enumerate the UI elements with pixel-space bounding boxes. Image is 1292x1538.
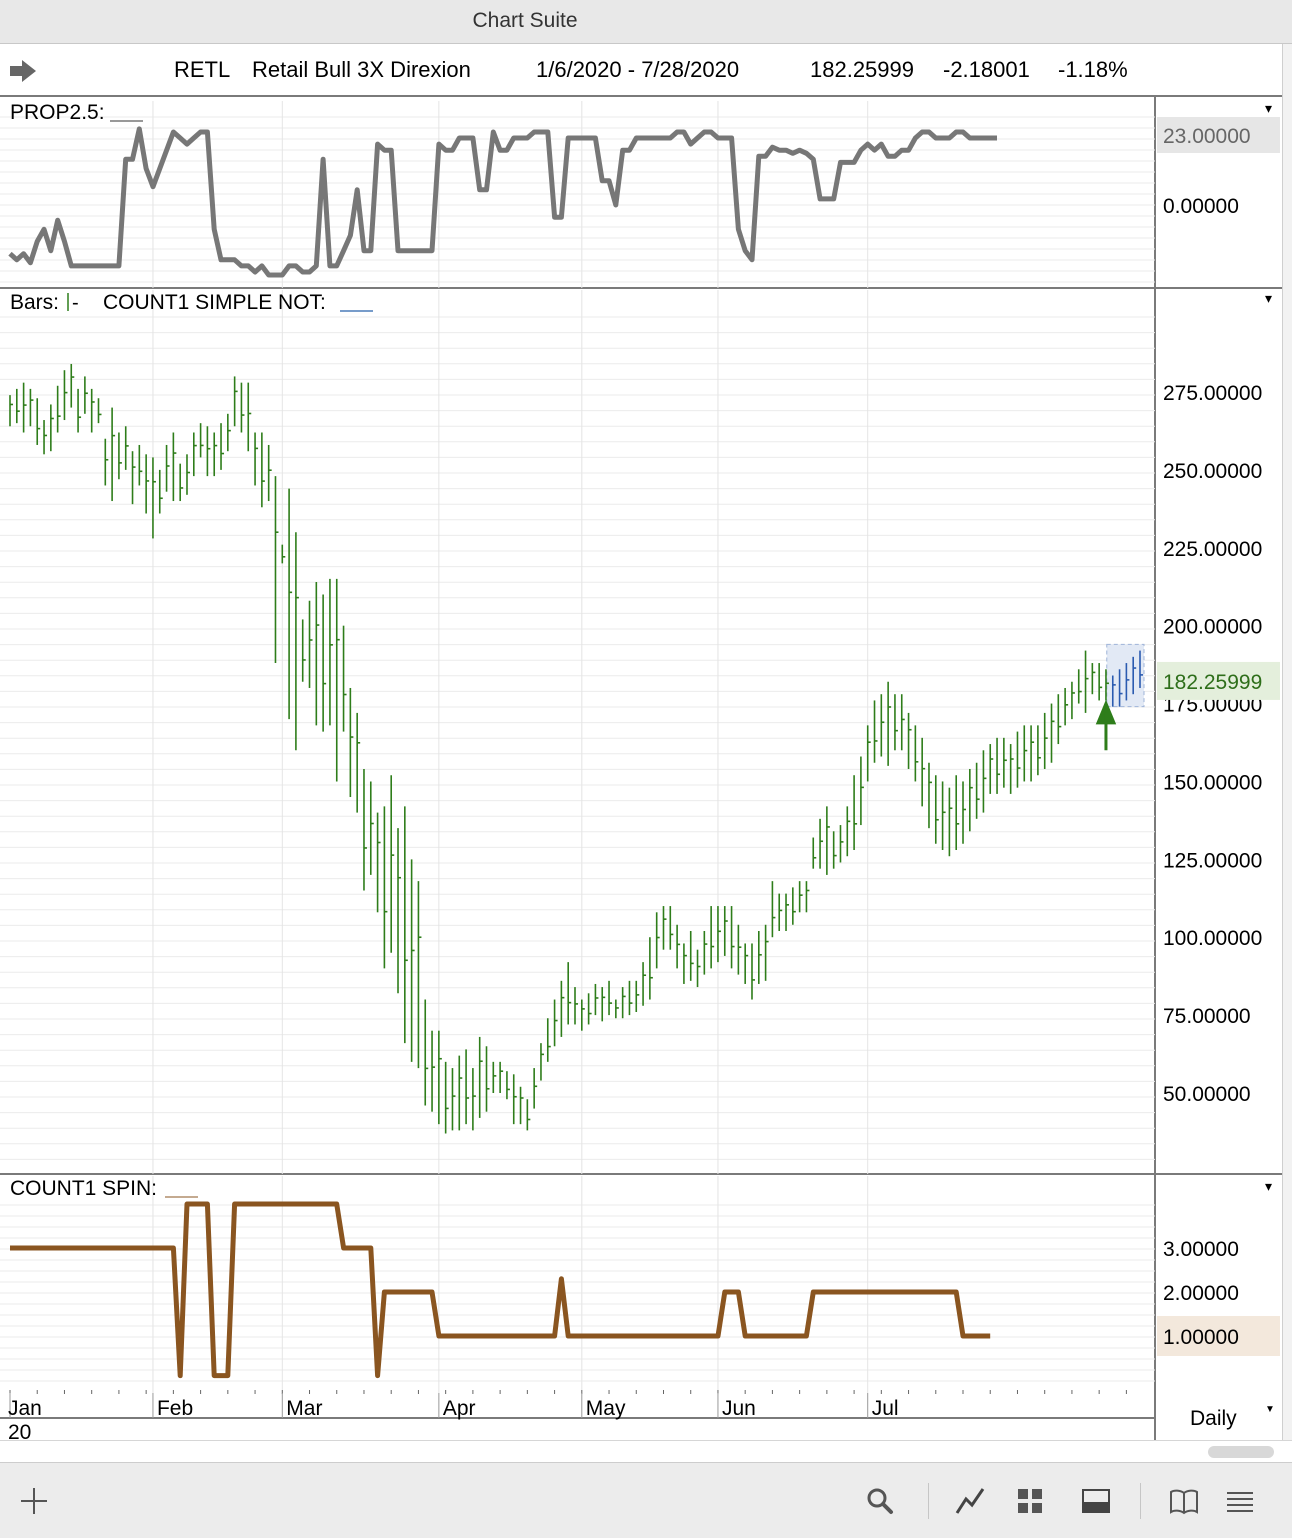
grid-icon[interactable] [1014, 1485, 1046, 1517]
bars-panel-title: Bars: [10, 291, 59, 314]
y-tick-label: 250.00000 [1163, 460, 1262, 483]
y-tick-label: 2.00000 [1163, 1282, 1239, 1305]
y-tick-label: 0.00000 [1163, 195, 1239, 218]
x-axis-month-label: May [586, 1397, 626, 1420]
period-selector[interactable]: Daily ▼ [1158, 1398, 1282, 1438]
line-chart-icon[interactable] [954, 1485, 986, 1517]
toolbar-separator [1140, 1483, 1141, 1519]
y-tick-label: 23.00000 [1163, 125, 1251, 148]
signal-up-arrow-icon[interactable] [1095, 699, 1117, 751]
x-axis-month-label: Jul [872, 1397, 899, 1420]
window-title: Chart Suite [472, 9, 578, 32]
y-tick-label: 50.00000 [1163, 1083, 1251, 1106]
x-axis-month-label: Jun [722, 1397, 756, 1420]
bars-legend-tick: - [72, 292, 79, 314]
search-icon[interactable] [864, 1485, 896, 1517]
price-change: -2.18001 [943, 57, 1030, 82]
spin-line [10, 1201, 991, 1379]
last-price-label: 182.25999 [1163, 671, 1262, 694]
last-value-badge [1157, 117, 1280, 153]
window-titlebar: Chart Suite [0, 0, 1292, 44]
chevron-down-icon[interactable]: ▾ [1265, 290, 1272, 306]
panel-icon[interactable] [1080, 1485, 1112, 1517]
symbol-name: Retail Bull 3X Direxion [252, 57, 471, 82]
chevron-down-icon[interactable]: ▾ [1265, 1178, 1272, 1194]
plus-icon[interactable] [18, 1485, 50, 1517]
arrow-right-icon[interactable] [8, 58, 38, 84]
period-label: Daily [1190, 1407, 1237, 1430]
symbol-ticker[interactable]: RETL [174, 57, 231, 82]
count-simple-title: COUNT1 SIMPLE NOT: [103, 291, 326, 314]
y-tick-label: 125.00000 [1163, 849, 1262, 872]
last-price: 182.25999 [810, 57, 914, 82]
y-tick-label: 75.00000 [1163, 1005, 1251, 1028]
prop-line [8, 126, 997, 278]
symbol-info-bar: RETL Retail Bull 3X Direxion 1/6/2020 - … [0, 44, 1282, 97]
prop-panel-title: PROP2.5: [10, 101, 105, 124]
y-tick-label: 225.00000 [1163, 538, 1262, 561]
chevron-down-icon[interactable]: ▾ [1265, 100, 1272, 116]
spin-panel-title: COUNT1 SPIN: [10, 1177, 157, 1200]
chart-area[interactable]: PROP2.5: 23.00000 0.00000 ▾ Bars: - COUNT1 SIM… [0, 97, 1282, 1440]
x-axis-month-label: Apr [443, 1397, 476, 1420]
y-tick-label: 150.00000 [1163, 771, 1262, 794]
list-icon[interactable] [1224, 1485, 1256, 1517]
y-tick-label: 275.00000 [1163, 382, 1262, 405]
x-axis-month-label: Feb [157, 1397, 193, 1420]
y-tick-label: 100.00000 [1163, 927, 1262, 950]
last-value-badge [1157, 1316, 1280, 1356]
y-tick-label: 3.00000 [1163, 1238, 1239, 1261]
date-scroller-track[interactable] [0, 1440, 1292, 1462]
x-axis-year-label: 20 [8, 1421, 31, 1440]
book-icon[interactable] [1168, 1485, 1200, 1517]
right-scroll-strip[interactable] [1282, 44, 1292, 1440]
y-tick-label: 1.00000 [1163, 1326, 1239, 1349]
chevron-down-icon: ▼ [1265, 1404, 1275, 1415]
date-range[interactable]: 1/6/2020 - 7/28/2020 [536, 57, 740, 82]
toolbar-separator [928, 1483, 929, 1519]
price-change-percent: -1.18% [1058, 57, 1128, 82]
bottom-toolbar [0, 1462, 1292, 1538]
y-tick-label: 200.00000 [1163, 616, 1262, 639]
x-axis-month-label: Jan [8, 1397, 42, 1420]
horizontal-scrollbar[interactable] [1208, 1446, 1274, 1458]
x-axis-month-label: Mar [286, 1397, 322, 1420]
last-price-badge [1157, 661, 1280, 700]
